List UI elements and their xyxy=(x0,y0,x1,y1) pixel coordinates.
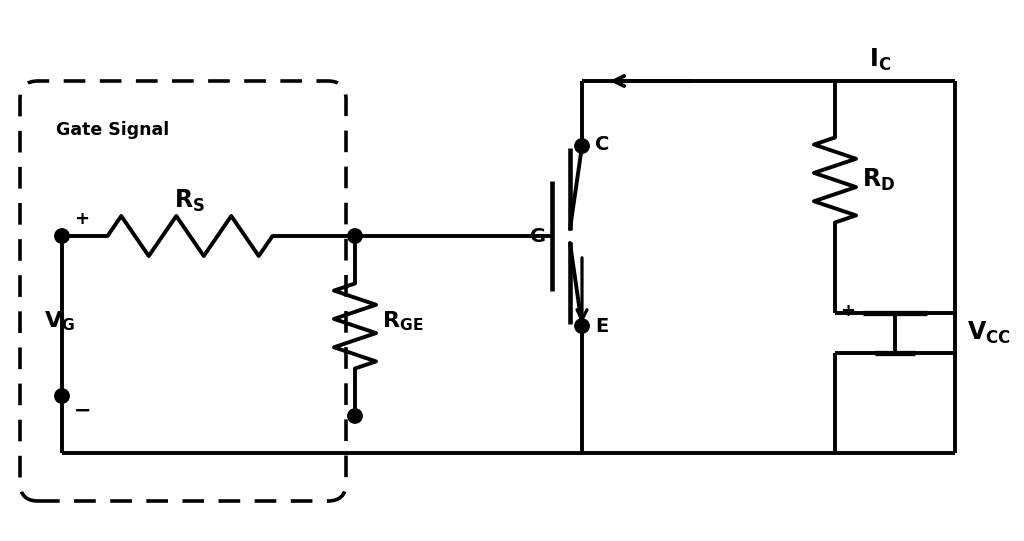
Text: $\mathbf{R_S}$: $\mathbf{R_S}$ xyxy=(174,188,206,214)
Circle shape xyxy=(55,229,70,243)
Text: +: + xyxy=(74,210,89,228)
Circle shape xyxy=(574,319,589,333)
Circle shape xyxy=(348,409,362,423)
Text: $\mathbf{R_D}$: $\mathbf{R_D}$ xyxy=(862,167,895,193)
Circle shape xyxy=(574,139,589,153)
Text: C: C xyxy=(595,135,609,154)
Text: $\mathbf{I_C}$: $\mathbf{I_C}$ xyxy=(869,47,891,73)
Text: G: G xyxy=(530,227,546,246)
Circle shape xyxy=(348,229,362,243)
Text: +: + xyxy=(840,302,855,320)
Text: E: E xyxy=(595,316,608,335)
Text: $\mathbf{R_{GE}}$: $\mathbf{R_{GE}}$ xyxy=(382,309,424,333)
Circle shape xyxy=(55,389,70,403)
Text: $\mathbf{V_{CC}}$: $\mathbf{V_{CC}}$ xyxy=(967,320,1011,346)
Text: $\mathbf{V_G}$: $\mathbf{V_G}$ xyxy=(44,309,76,333)
Text: −: − xyxy=(74,401,91,421)
Text: Gate Signal: Gate Signal xyxy=(56,121,169,139)
